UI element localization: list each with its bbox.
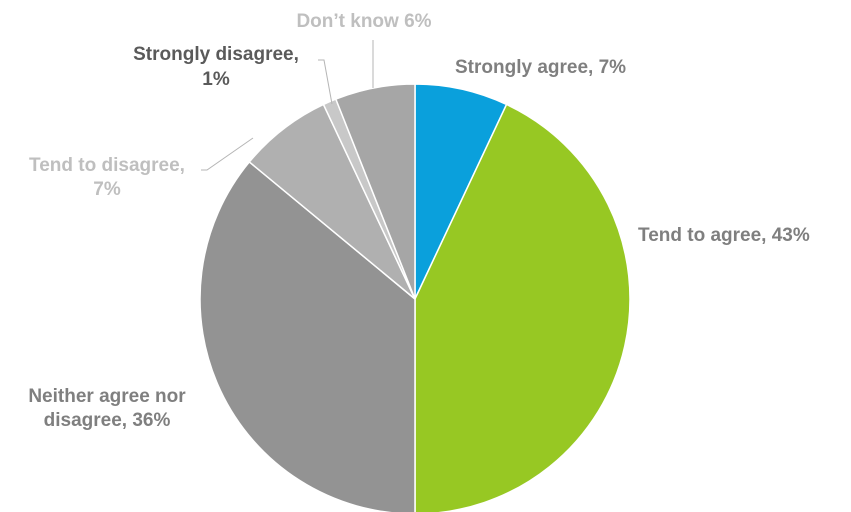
pie-slice-neither-agree-nor-disagree: [199, 160, 416, 512]
data-labels: Strongly agree, 7% Tend to agree, 43% Neit…: [28, 11, 810, 431]
pie-slice-don-t-know: [334, 83, 416, 300]
data-label-tend-to-agree: Tend to agree, 43%: [638, 225, 810, 246]
data-label-line: 1%: [202, 69, 230, 90]
data-label-line: 7%: [93, 179, 121, 200]
leader-line-tend-to-disagree: [201, 137, 254, 171]
data-label-line: Neither agree nor: [28, 386, 186, 407]
data-label-line: Strongly disagree,: [133, 44, 299, 65]
leader-lines: [201, 40, 374, 171]
data-label-line: disagree, 36%: [44, 410, 171, 431]
data-label-strongly-agree: Strongly agree, 7%: [455, 57, 626, 78]
data-label-line: Don’t know 6%: [296, 11, 431, 32]
data-label-tend-to-disagree: Tend to disagree, 7%: [29, 155, 185, 200]
pie-slices: [199, 83, 631, 512]
data-label-line: Tend to agree, 43%: [638, 225, 810, 246]
data-label-neither-agree-nor-disagree: Neither agree nor disagree, 36%: [28, 386, 186, 431]
leader-line-strongly-disagree: [318, 59, 333, 105]
data-label-strongly-disagree: Strongly disagree, 1%: [133, 44, 299, 90]
data-label-line: Tend to disagree,: [29, 155, 185, 176]
data-label-don-t-know: Don’t know 6%: [296, 11, 431, 32]
data-label-line: Strongly agree, 7%: [455, 57, 626, 78]
pie-slice-tend-to-agree: [414, 103, 631, 512]
